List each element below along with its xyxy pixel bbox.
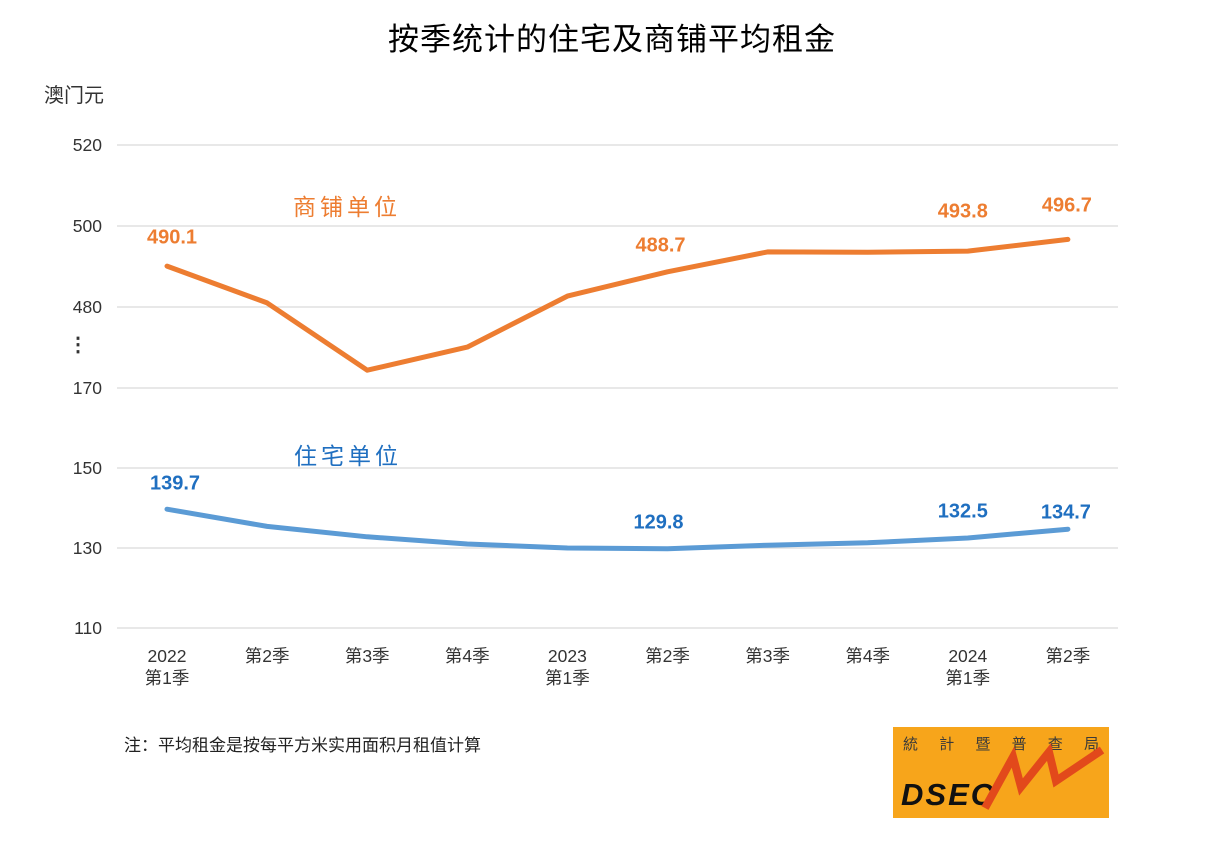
legend-residential-units: 住宅单位 (294, 443, 402, 469)
y-tick-label: 480 (72, 297, 102, 317)
x-tick-line: 第1季 (144, 668, 190, 688)
series-line-商铺单位 (164, 236, 1071, 373)
x-tick-label: 第4季 (845, 645, 890, 667)
x-tick-label: 第2季 (245, 645, 290, 667)
y-tick-label: 110 (74, 618, 102, 638)
x-tick-label: 第2季 (645, 645, 690, 667)
data-label-商铺单位-493.8: 493.8 (937, 200, 988, 223)
x-tick-line: 2022 (147, 646, 187, 666)
x-tick-line: 第3季 (344, 646, 390, 666)
logo-agency-char: 普 (1011, 737, 1027, 753)
y-tick-label: 150 (72, 458, 102, 478)
dsec-logo: 統計暨普查局 DSEC (893, 727, 1109, 818)
x-tick-line: 第2季 (645, 646, 690, 666)
data-label-商铺单位-488.7: 488.7 (635, 234, 686, 257)
legend-shop-units: 商铺单位 (293, 194, 401, 220)
x-tick-line: 第4季 (444, 646, 490, 666)
x-tick-line: 第4季 (845, 646, 891, 666)
logo-agency-char: 局 (1083, 737, 1099, 753)
x-tick-label: 2022 第1季 (145, 645, 190, 689)
logo-zigzag-trend-icon (981, 743, 1105, 810)
x-tick-label: 第4季 (445, 645, 490, 667)
data-label-商铺单位-490.1: 490.1 (146, 226, 198, 249)
x-tick-line: 2023 (547, 646, 587, 666)
x-tick-line: 第3季 (745, 646, 790, 666)
logo-acronym: DSEC (901, 777, 996, 812)
y-tick-label: 170 (72, 378, 102, 398)
x-tick-label: 2023 第1季 (545, 645, 590, 689)
chart-title: 按季统计的住宅及商铺平均租金 (388, 22, 836, 57)
footnote: 注：平均租金是按每平方米实用面积月租值计算 (124, 736, 481, 755)
series-line-住宅单位 (164, 506, 1071, 552)
data-label-住宅单位-139.7: 139.7 (149, 472, 201, 495)
logo-agency-char: 計 (939, 737, 955, 753)
y-tick-label: 520 (72, 135, 102, 155)
x-tick-line: 2024 (948, 646, 988, 666)
x-tick-label: 第3季 (745, 645, 790, 667)
x-tick-line: 第1季 (545, 668, 590, 688)
x-tick-line: 第2季 (1045, 646, 1091, 666)
x-tick-label: 第2季 (1046, 645, 1091, 667)
y-tick-label: 130 (72, 538, 102, 558)
data-label-商铺单位-496.7: 496.7 (1041, 194, 1092, 217)
y-tick-label: 500 (72, 216, 102, 236)
logo-agency-char: 統 (903, 737, 919, 753)
data-label-住宅单位-132.5: 132.5 (937, 500, 988, 523)
data-label-住宅单位-129.8: 129.8 (633, 511, 684, 534)
logo-agency-name: 統計暨普查局 (903, 733, 1099, 754)
y-axis-unit-label: 澳门元 (44, 85, 104, 107)
x-tick-line: 第1季 (945, 668, 991, 688)
data-label-住宅单位-134.7: 134.7 (1040, 501, 1091, 524)
axis-break-icon: ⋮ (68, 334, 88, 356)
x-tick-line: 第2季 (244, 646, 290, 666)
x-tick-label: 第3季 (345, 645, 390, 667)
x-tick-label: 2024 第1季 (945, 645, 990, 689)
logo-agency-char: 暨 (975, 737, 991, 753)
